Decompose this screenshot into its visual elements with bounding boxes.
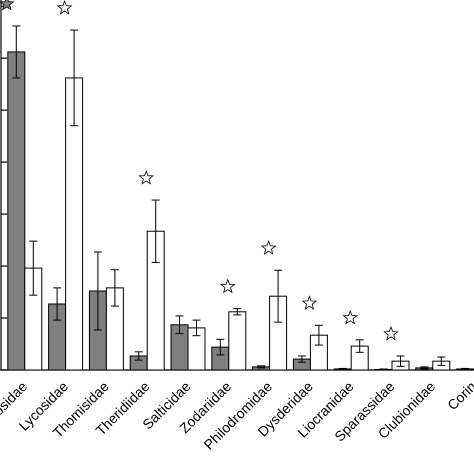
significance-star (301, 295, 318, 310)
significance-star (220, 278, 236, 294)
bar (7, 51, 26, 371)
significance-star (56, 0, 73, 15)
significance-star (383, 325, 399, 341)
significance-star (260, 240, 277, 255)
significance-star (138, 169, 154, 185)
x-tick-label: Corin (444, 378, 474, 413)
significance-star (0, 0, 15, 11)
bar (228, 311, 247, 371)
significance-star (342, 309, 358, 325)
